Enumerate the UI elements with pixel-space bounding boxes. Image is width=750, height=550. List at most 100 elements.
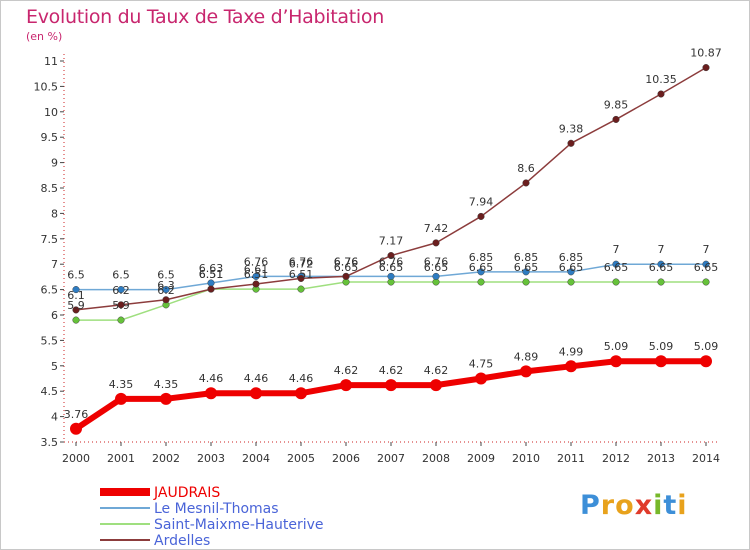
- logo-letter: o: [615, 490, 635, 521]
- data-point: [432, 239, 440, 247]
- data-label: 4.89: [514, 350, 539, 363]
- series-markers: [70, 64, 712, 435]
- data-label: 6.85: [559, 251, 584, 264]
- data-label: 4.46: [199, 372, 224, 385]
- data-label: 6.51: [289, 268, 314, 281]
- data-label: 6.1: [67, 289, 85, 302]
- y-tick-label: 10.5: [34, 80, 59, 93]
- data-label: 7: [703, 243, 710, 256]
- data-point: [657, 90, 665, 98]
- data-label: 6.5: [157, 269, 175, 282]
- data-point: [117, 301, 125, 309]
- y-tick-label: 7: [51, 258, 58, 271]
- data-point: [117, 286, 125, 294]
- data-point: [567, 268, 575, 276]
- data-point: [522, 179, 530, 187]
- data-label: 7.94: [469, 195, 494, 208]
- data-label: 10.35: [645, 73, 677, 86]
- data-label: 6.85: [514, 251, 539, 264]
- data-point: [700, 355, 712, 368]
- y-tick-label: 7.5: [41, 233, 59, 246]
- data-label: 6.76: [379, 255, 404, 268]
- data-label: 7: [658, 243, 665, 256]
- x-tick-label: 2010: [512, 452, 540, 465]
- data-label: 6.2: [157, 284, 175, 297]
- x-tick-label: 2009: [467, 452, 495, 465]
- data-label: 6.65: [649, 261, 674, 274]
- data-label: 10.87: [690, 47, 722, 60]
- data-label: 6.51: [199, 268, 224, 281]
- y-tick-label: 5: [51, 360, 58, 373]
- data-label: 5.09: [604, 340, 629, 353]
- data-point: [295, 387, 307, 400]
- data-label: 6.76: [334, 255, 359, 268]
- data-label: 6.65: [604, 261, 629, 274]
- data-point: [567, 139, 575, 147]
- x-tick-label: 2002: [152, 452, 180, 465]
- data-point: [70, 422, 82, 435]
- x-tick-label: 2007: [377, 452, 405, 465]
- data-point: [340, 379, 352, 392]
- data-label: 6.65: [514, 261, 539, 274]
- data-label: 7.17: [379, 235, 404, 248]
- data-label: 6.61: [244, 263, 269, 276]
- data-point: [205, 387, 217, 400]
- data-label: 4.46: [289, 372, 314, 385]
- legend-label: Ardelles: [154, 533, 210, 549]
- data-label: 6.76: [289, 255, 314, 268]
- y-tick-label: 3.5: [41, 436, 59, 449]
- data-point: [342, 272, 350, 280]
- data-point: [565, 360, 577, 373]
- data-label: 5.9: [112, 299, 130, 312]
- logo-letter: t: [663, 490, 678, 521]
- y-tick-label: 6.5: [41, 284, 59, 297]
- data-label: 4.62: [379, 364, 404, 377]
- data-label: 7.42: [424, 222, 449, 235]
- data-point: [117, 316, 125, 324]
- y-tick-label: 5.5: [41, 334, 59, 347]
- x-tick-label: 2005: [287, 452, 315, 465]
- data-point: [72, 306, 80, 314]
- y-tick-label: 4: [51, 411, 58, 424]
- data-point: [387, 272, 395, 280]
- data-label: 7: [613, 243, 620, 256]
- logo-letter: i: [653, 490, 664, 521]
- y-tick-label: 8: [51, 207, 58, 220]
- y-tick-label: 11: [44, 55, 58, 68]
- x-tick-label: 2008: [422, 452, 450, 465]
- data-point: [702, 260, 710, 268]
- data-label: 4.35: [109, 378, 134, 391]
- logo-letter: i: [677, 490, 688, 521]
- data-label: 6.65: [694, 261, 719, 274]
- data-label: 9.85: [604, 98, 629, 111]
- data-label: 6.65: [424, 261, 449, 274]
- data-label: 4.62: [424, 364, 449, 377]
- data-point: [160, 392, 172, 405]
- x-tick-label: 2014: [692, 452, 720, 465]
- y-tick-label: 9.5: [41, 131, 59, 144]
- data-label: 6.2: [112, 284, 130, 297]
- data-point: [430, 379, 442, 392]
- data-label: 6.85: [469, 251, 494, 264]
- chart-subtitle: (en %): [26, 30, 63, 43]
- y-tick-label: 6: [51, 309, 58, 322]
- data-point: [162, 286, 170, 294]
- data-point: [72, 316, 80, 324]
- data-labels: 3.76 4.35 4.35 4.46 4.46 4.46 4.62 4.62 4.62 4.75…: [64, 47, 722, 421]
- data-label: 6.51: [244, 268, 269, 281]
- x-tick-label: 2011: [557, 452, 585, 465]
- y-tick-label: 4.5: [41, 385, 59, 398]
- data-point: [657, 260, 665, 268]
- data-label: 6.65: [469, 261, 494, 274]
- y-tick-label: 10: [44, 106, 58, 119]
- x-tick-label: 2012: [602, 452, 630, 465]
- data-point: [297, 274, 305, 282]
- data-label: 4.62: [334, 364, 359, 377]
- data-point: [610, 355, 622, 368]
- data-label: 6.65: [559, 261, 584, 274]
- data-label: 4.35: [154, 378, 179, 391]
- data-point: [522, 268, 530, 276]
- data-label: 6.3: [157, 279, 175, 292]
- legend-label: JAUDRAIS: [153, 485, 220, 501]
